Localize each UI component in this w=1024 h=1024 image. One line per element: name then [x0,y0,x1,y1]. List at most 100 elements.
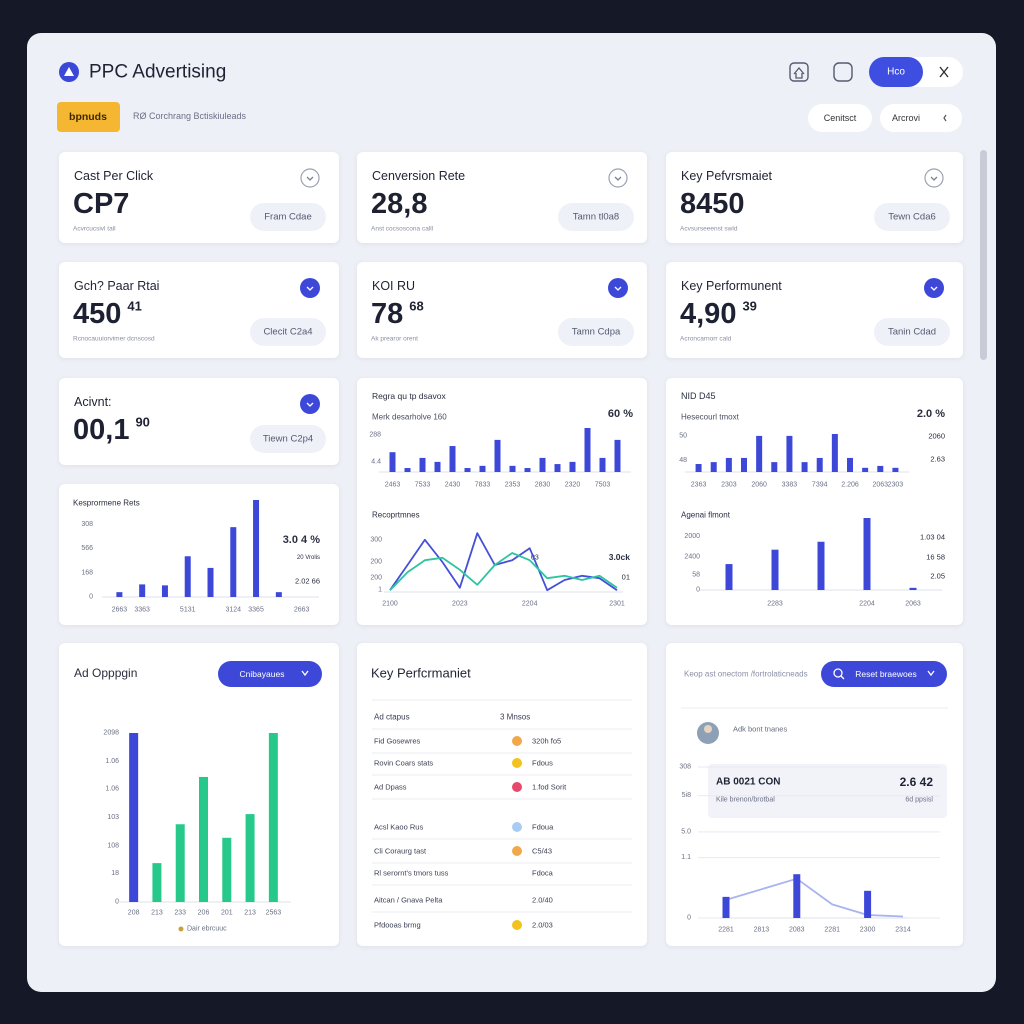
kpi-button-label: Tamn Cdpa [572,327,621,338]
y-tick-label: 50 [679,432,687,439]
annotation: 3.0ck [609,552,631,562]
annotation: 03 [531,555,539,562]
x-tick-label: 2100 [382,601,398,608]
kpi-icon[interactable] [300,168,320,188]
table-header: 3 Mnsos [500,713,530,722]
x-tick-label: 2463 [385,482,401,489]
kpi-button[interactable] [874,203,950,231]
action-button[interactable] [880,104,962,132]
y-tick-label: 5i8 [682,792,691,799]
y-tick-label: 58 [692,571,700,578]
bar [404,468,411,472]
bar [892,467,899,472]
y-tick-label: 1 [378,587,382,594]
chevron [301,670,309,677]
scrollbar[interactable] [980,150,987,360]
x-tick-label: 2303 [721,482,737,489]
bar [801,462,808,472]
x-tick-label: 5131 [180,607,196,614]
bar [222,837,232,902]
bar [710,462,717,472]
search-placeholder: Keop ast onectom /fortrolaticneads [684,670,808,679]
summary-subtitle: Kile brenon/brotbal [716,797,775,804]
settings-icon[interactable] [833,62,853,82]
y-tick-label: 108 [107,843,119,850]
card [59,484,339,625]
kpi-superscript: 39 [742,299,756,314]
x-tick-label: 2353 [505,482,521,489]
kpi-button[interactable] [874,318,950,346]
kpi-superscript: 41 [127,299,141,314]
kpi-title: Key Pefvrsmaiet [681,169,773,183]
kpi-button[interactable] [558,318,634,346]
kpi-button-label: Tanin Cdad [888,327,936,338]
chart-title: Regra qu tp dsavox [372,391,446,401]
y-tick-label: 5.0 [681,828,691,835]
x-tick-label: 2663 [112,607,128,614]
kpi-button[interactable] [250,203,326,231]
kpi-icon[interactable] [608,168,628,188]
annotation: 2.05 [930,572,945,581]
row-label: Cli Coraurg tast [374,847,427,856]
row-value: Fdoua [532,823,554,832]
home-icon[interactable] [789,62,809,82]
card [357,643,647,946]
nav-button[interactable] [869,57,923,87]
kpi-icon-glyph [306,176,314,181]
bar [816,457,823,472]
logo-glyph [64,67,74,76]
x-tick-label: 3363 [134,607,150,614]
chevron [943,114,947,122]
row-value: Fdoca [532,869,554,878]
bar [554,464,561,472]
kpi-button-label: Fram Cdae [264,212,312,223]
x-tick-label: 2060 [751,482,767,489]
bar [877,465,884,472]
x-tick-label: 208 [128,910,140,917]
y-tick-label: 566 [81,545,93,552]
bar [909,587,917,590]
kpi-button[interactable] [558,203,634,231]
annotation: 01 [622,573,630,582]
x-tick-label: 2023 [452,601,468,608]
dropdown-button[interactable] [218,661,322,687]
kpi-icon[interactable] [924,278,944,298]
action-button[interactable] [808,104,872,132]
search-button[interactable] [821,661,947,687]
kpi-button[interactable] [250,425,326,453]
x-tick-label: 2314 [895,927,911,934]
y-tick-label: 1.1 [681,854,691,861]
row-value: 2.0/40 [532,896,553,905]
kpi-subtitle: Rcnocauuiorvimer dcnscosd [73,336,155,343]
chart-title: Recoprtmnes [372,511,420,520]
kpi-button-label: Tewn Cda6 [888,212,936,223]
y-tick-label: 18 [111,870,119,877]
bar [494,439,501,472]
kpi-value: 00,1 [73,414,129,446]
user-name: Adk bont tnanes [733,725,787,734]
annotation: 16 58 [926,553,945,562]
bar [152,863,162,902]
kpi-icon[interactable] [608,278,628,298]
y-tick-label: 1.06 [105,758,119,765]
y-tick-label: 103 [107,814,119,821]
filter-button[interactable] [57,102,120,132]
kpi-superscript: 90 [135,415,149,430]
kpi-icon[interactable] [300,278,320,298]
x-tick-label: 2303 [888,482,904,489]
kpi-icon[interactable] [300,394,320,414]
bar [771,462,778,472]
bar [230,527,237,597]
cards [59,152,963,946]
kpi-button[interactable] [250,318,326,346]
y-tick-label: 4.4 [371,458,381,465]
x-tick-label: 7394 [812,482,828,489]
kpi-subtitle: Anst cocsoscona calll [371,226,434,233]
close-icon[interactable] [939,66,949,78]
kpi-icon[interactable] [924,168,944,188]
annotation: 1.03 04 [920,533,945,542]
row-value: Fdous [532,759,553,768]
legend-label: Dair ebrcuuc [187,926,227,933]
bar [449,446,456,472]
